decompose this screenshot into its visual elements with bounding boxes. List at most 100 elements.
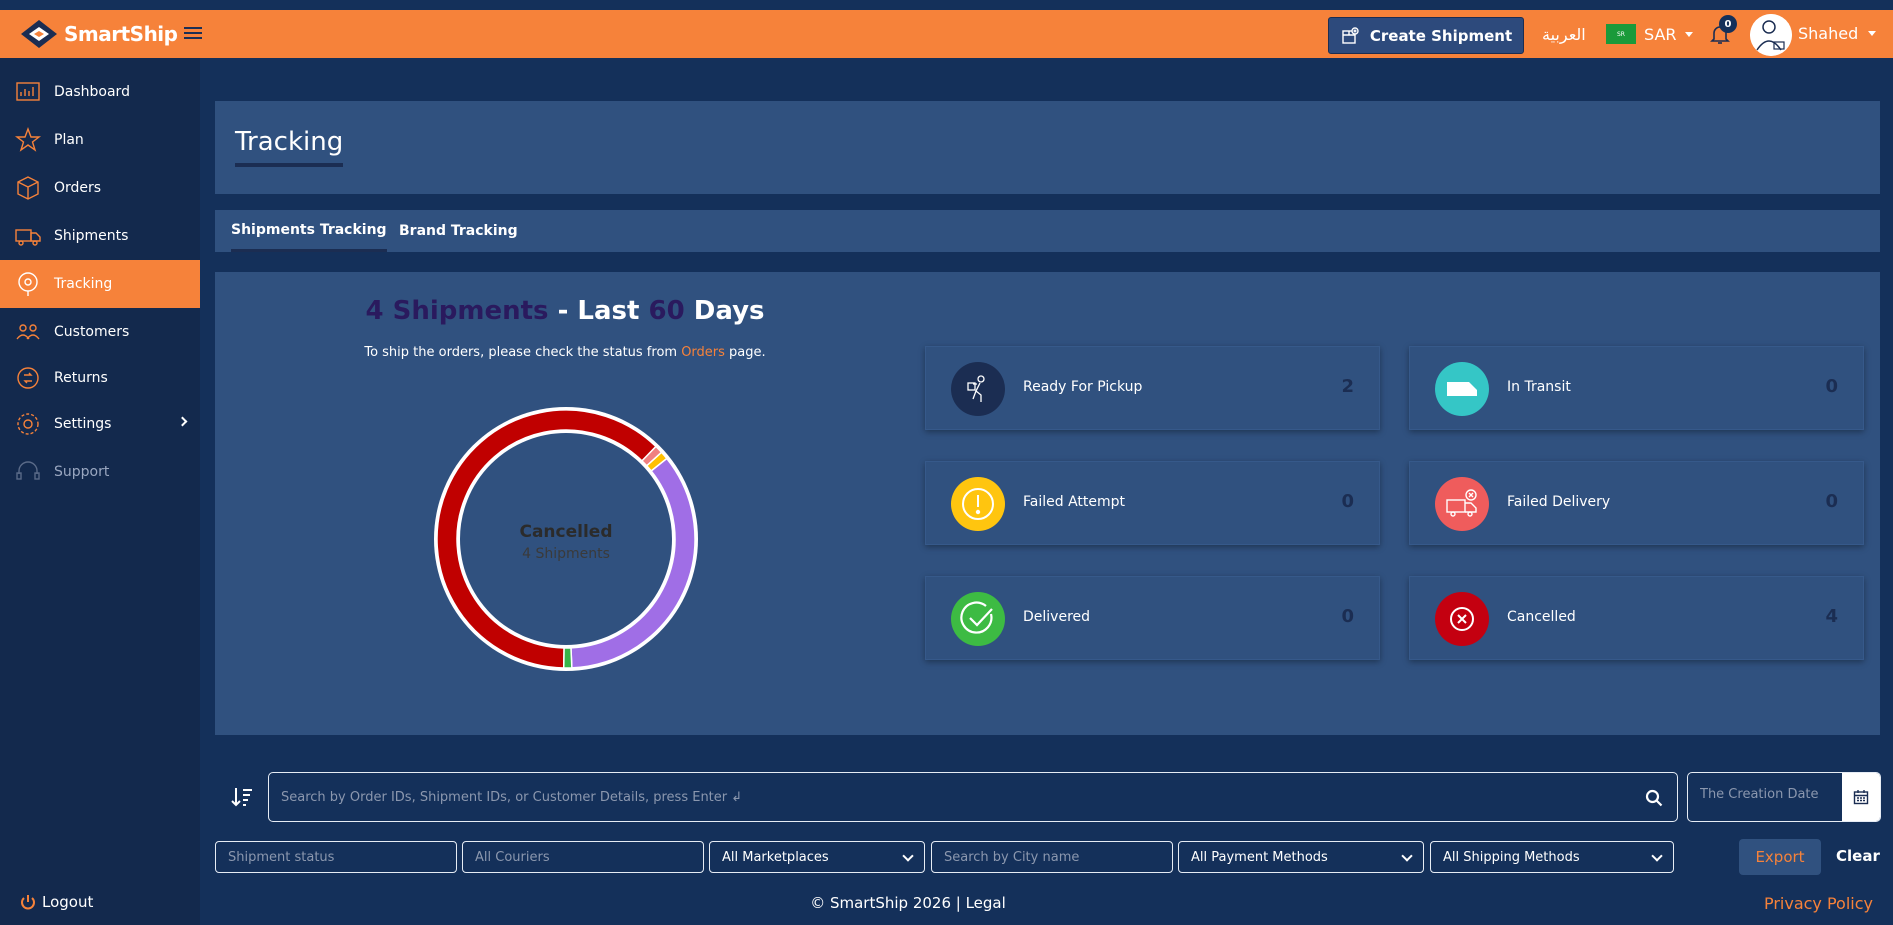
sidebar-item-settings[interactable]: Settings — [0, 400, 200, 448]
search-icon[interactable] — [1645, 789, 1663, 807]
shipping-methods-select[interactable]: All Shipping Methods — [1430, 841, 1674, 873]
van-icon — [1435, 362, 1489, 416]
shipment-status-input[interactable] — [228, 849, 434, 865]
sidebar-item-plan[interactable]: Plan — [0, 116, 200, 164]
calendar-button[interactable] — [1842, 773, 1880, 821]
stat-failed-delivery[interactable]: Failed Delivery 0 — [1409, 461, 1864, 545]
subtext-pre: To ship the orders, please check the sta… — [364, 345, 682, 360]
stat-count: 4 — [1825, 606, 1838, 627]
calendar-icon — [1853, 790, 1869, 805]
dashboard-icon — [16, 82, 40, 101]
sidebar-item-support[interactable]: Support — [0, 448, 200, 496]
tab-brand-tracking[interactable]: Brand Tracking — [399, 223, 518, 239]
city-input[interactable] — [944, 849, 1150, 865]
sidebar-item-dashboard[interactable]: Dashboard — [0, 68, 200, 116]
summary-subtext: To ship the orders, please check the sta… — [215, 345, 915, 360]
returns-icon — [17, 367, 39, 389]
chevron-right-icon — [177, 416, 188, 427]
stat-label: Failed Attempt — [1023, 494, 1126, 510]
stat-ready-for-pickup[interactable]: Ready For Pickup 2 — [925, 346, 1380, 430]
stat-label: Delivered — [1023, 609, 1091, 625]
search-bar — [268, 772, 1678, 822]
sidebar-item-label: Customers — [54, 324, 130, 340]
title-underline — [235, 163, 343, 167]
city-filter[interactable] — [931, 841, 1173, 873]
privacy-policy-link[interactable]: Privacy Policy — [1763, 894, 1873, 913]
smartship-logo-icon — [21, 20, 57, 48]
creation-date-field — [1687, 772, 1881, 822]
create-shipment-button[interactable]: Create Shipment — [1328, 17, 1524, 54]
stat-label: Ready For Pickup — [1023, 379, 1143, 395]
user-menu[interactable]: Shahed — [1798, 24, 1877, 43]
payment-methods-select[interactable]: All Payment Methods — [1178, 841, 1424, 873]
alert-icon — [951, 477, 1005, 531]
user-name: Shahed — [1798, 24, 1859, 43]
summary-count: 4 Shipments — [365, 296, 549, 326]
donut-slice-delivered[interactable] — [562, 647, 573, 669]
brand-name: SmartShip — [64, 22, 178, 46]
logo[interactable]: SmartShip — [20, 19, 178, 49]
creation-date-input[interactable] — [1700, 787, 1840, 802]
stat-label: Failed Delivery — [1507, 494, 1611, 510]
users-icon — [16, 324, 40, 340]
summary-mid: - Last — [548, 296, 649, 326]
logout-label: Logout — [42, 893, 94, 911]
sidebar-item-label: Settings — [54, 416, 112, 432]
sidebar-item-label: Orders — [54, 180, 102, 196]
currency-label: SAR — [1644, 24, 1677, 44]
chevron-down-icon — [1401, 850, 1413, 862]
chevron-down-icon — [902, 850, 914, 862]
footer: © SmartShip 2026 | Legal Privacy Policy — [200, 882, 1893, 925]
chevron-down-icon — [1684, 31, 1693, 37]
donut-slice-cancelled[interactable] — [436, 409, 657, 669]
marketplaces-select[interactable]: All Marketplaces — [709, 841, 925, 873]
stat-delivered[interactable]: Delivered 0 — [925, 576, 1380, 660]
logout-button[interactable]: Logout — [20, 893, 93, 911]
sidebar-item-label: Plan — [54, 132, 84, 148]
header: SmartShip Create Shipment العربية SR SAR… — [0, 10, 1893, 58]
check-icon — [951, 592, 1005, 646]
stat-in-transit[interactable]: In Transit 0 — [1409, 346, 1864, 430]
couriers-input[interactable] — [475, 849, 681, 865]
currency-select[interactable]: SR SAR — [1606, 24, 1693, 44]
shipment-status-filter[interactable] — [215, 841, 457, 873]
avatar[interactable] — [1750, 14, 1792, 56]
summary-end: Days — [684, 296, 765, 326]
power-icon — [21, 895, 35, 910]
sidebar-item-customers[interactable]: Customers — [0, 308, 200, 356]
page-title: Tracking — [235, 127, 344, 157]
sidebar: Dashboard Plan Orders Shipments Tracking… — [0, 58, 200, 925]
top-strip — [0, 0, 1893, 10]
sidebar-item-label: Returns — [54, 370, 108, 386]
donut-center-title: Cancelled — [519, 522, 612, 542]
shipping-methods-value: All Shipping Methods — [1443, 849, 1580, 865]
sidebar-item-label: Support — [54, 464, 110, 480]
tracking-pin-icon — [18, 272, 38, 296]
clear-button[interactable]: Clear — [1836, 847, 1880, 865]
search-input[interactable] — [281, 787, 1621, 807]
sidebar-item-tracking[interactable]: Tracking — [0, 260, 200, 308]
sidebar-item-orders[interactable]: Orders — [0, 164, 200, 212]
tab-bar: Shipments Tracking Brand Tracking — [215, 210, 1880, 252]
copyright[interactable]: © SmartShip 2026 | Legal — [810, 894, 1006, 912]
orders-link[interactable]: Orders — [681, 345, 725, 360]
package-plus-icon — [1342, 26, 1359, 44]
sidebar-item-returns[interactable]: Returns — [0, 354, 200, 402]
stat-count: 0 — [1825, 376, 1838, 397]
sidebar-item-shipments[interactable]: Shipments — [0, 212, 200, 260]
couriers-filter[interactable] — [462, 841, 704, 873]
sidebar-item-label: Tracking — [54, 276, 113, 292]
page-header-card: Tracking — [215, 101, 1880, 194]
gear-icon — [17, 413, 39, 435]
language-switch[interactable]: العربية — [1542, 25, 1586, 44]
stat-count: 2 — [1341, 376, 1354, 397]
courier-icon — [951, 362, 1005, 416]
saudi-flag-icon: SR — [1606, 24, 1636, 44]
stat-cancelled[interactable]: Cancelled 4 — [1409, 576, 1864, 660]
tab-shipments-tracking[interactable]: Shipments Tracking — [231, 210, 387, 252]
sort-icon[interactable] — [230, 785, 254, 809]
stat-failed-attempt[interactable]: Failed Attempt 0 — [925, 461, 1380, 545]
export-button[interactable]: Export — [1739, 839, 1821, 875]
tracking-summary-card: 4 Shipments - Last 60 Days To ship the o… — [215, 272, 1880, 735]
menu-toggle-icon[interactable] — [184, 24, 202, 44]
